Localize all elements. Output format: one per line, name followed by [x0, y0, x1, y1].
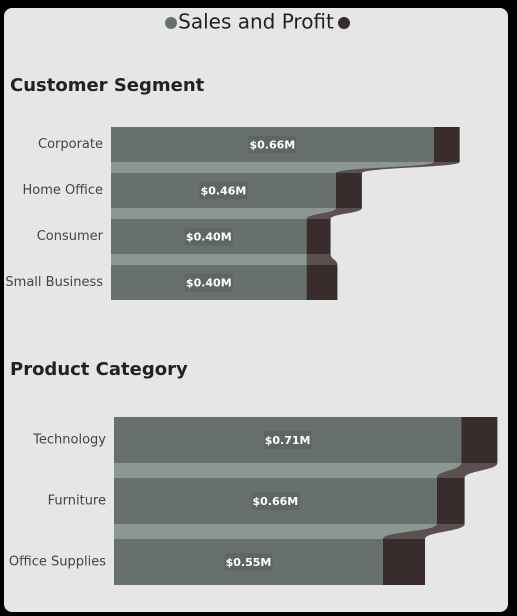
category-label: Furniture — [48, 494, 106, 509]
connector-profit — [382, 524, 465, 539]
connector-profit — [306, 254, 338, 265]
value-label: $0.66M — [252, 495, 298, 508]
dashboard-title: Sales and Profit — [178, 10, 334, 34]
bar — [306, 219, 331, 254]
value-label: $0.40M — [186, 277, 232, 290]
connector-profit — [436, 463, 498, 478]
category-label: Technology — [32, 433, 106, 448]
legend-dot — [165, 17, 177, 29]
connector — [111, 162, 460, 173]
value-label: $0.55M — [226, 556, 272, 569]
value-label-box — [184, 227, 233, 246]
value-label: $0.71M — [265, 434, 311, 447]
value-label-box — [263, 431, 312, 449]
connector — [114, 463, 498, 478]
value-label: $0.40M — [186, 231, 232, 244]
category-label: Office Supplies — [9, 555, 106, 570]
chart-title: Customer Segment — [10, 75, 205, 96]
value-label-box — [184, 273, 233, 292]
connector — [111, 208, 362, 219]
connector-profit — [335, 162, 460, 173]
bar — [461, 417, 498, 463]
bar — [306, 265, 338, 300]
category-label: Consumer — [37, 229, 104, 244]
category-label: Small Business — [5, 275, 103, 290]
value-label-box — [224, 553, 273, 571]
bar — [433, 127, 460, 162]
value-label-box — [251, 492, 300, 510]
connector — [114, 524, 465, 539]
category-label: Corporate — [38, 137, 103, 152]
category-label: Home Office — [23, 183, 103, 198]
value-label-box — [199, 181, 248, 200]
bar — [335, 173, 362, 208]
legend-dot — [338, 17, 350, 29]
value-label: $0.66M — [249, 139, 295, 152]
connector-profit — [306, 208, 362, 219]
value-label-box — [248, 135, 297, 154]
connector — [111, 254, 338, 265]
bar — [382, 539, 426, 585]
value-label: $0.46M — [201, 185, 247, 198]
bar — [436, 478, 465, 524]
chart-title: Product Category — [10, 359, 188, 380]
